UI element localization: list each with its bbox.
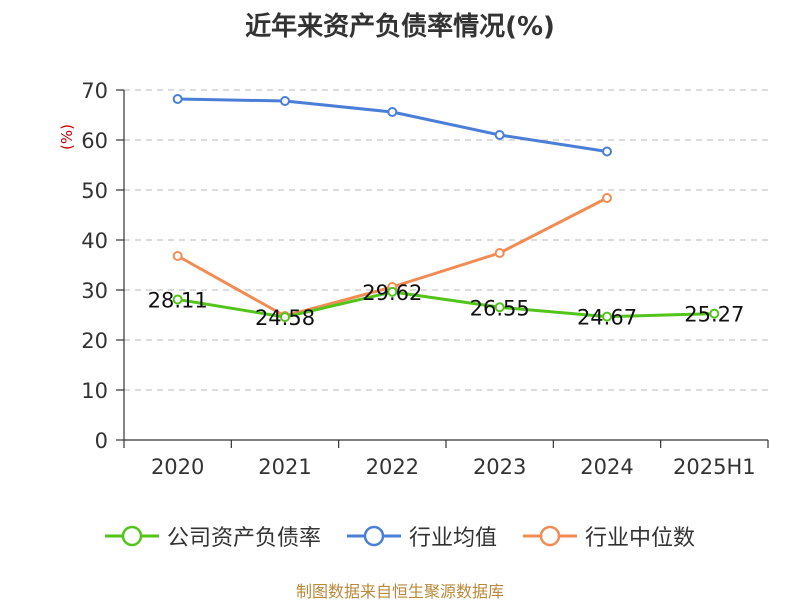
data-label: 25.27 [684, 303, 744, 327]
data-point [602, 146, 612, 157]
data-point [280, 96, 290, 106]
legend-item[interactable]: 行业均值 [346, 520, 497, 552]
grid-lines [124, 89, 768, 391]
data-point [494, 248, 505, 258]
y-tick-label: 20 [81, 329, 108, 353]
data-point [602, 193, 612, 203]
legend-circle [363, 525, 385, 547]
legend-marker-icon [346, 525, 401, 547]
x-tick-label: 2024 [580, 455, 633, 479]
legend-label: 行业中位数 [585, 526, 696, 551]
data-point [387, 107, 398, 117]
data-point [709, 308, 720, 319]
data-label: 28.11 [148, 288, 208, 312]
y-tick-label: 10 [81, 379, 108, 403]
x-tick-label: 2022 [366, 455, 419, 479]
data-point [494, 130, 505, 140]
data-label: 26.55 [470, 296, 530, 320]
y-tick-label: 50 [81, 179, 108, 203]
series-lines [172, 94, 720, 323]
data-labels: 28.11 24.58 29.62 26.55 24.67 25.27 [148, 281, 745, 330]
legend-item[interactable]: 行业中位数 [523, 520, 695, 552]
x-tick-label: 2020 [151, 455, 204, 479]
data-point [387, 286, 398, 297]
legend-marker-icon [104, 525, 159, 547]
data-label: 24.67 [577, 306, 637, 330]
chart-title: 近年来资产负债率情况(%) [245, 12, 555, 42]
series-line [177, 97, 608, 153]
y-tick-label: 0 [95, 429, 108, 453]
x-tick-label: 2021 [258, 455, 311, 479]
axes: 0 10 20 30 40 50 60 70 2020 2021 2022 2023 2024 2025H… [81, 79, 769, 479]
data-label: 24.58 [255, 306, 315, 330]
legend-label: 行业均值 [408, 526, 497, 551]
legend-circle [121, 525, 143, 547]
x-tick-label: 2023 [473, 455, 526, 479]
data-label: 29.62 [362, 281, 422, 305]
data-point [494, 302, 505, 313]
y-tick-label: 60 [81, 129, 108, 153]
data-point [172, 251, 183, 261]
y-tick-label: 40 [81, 229, 108, 253]
source-note: 制图数据来自恒生聚源数据库 [295, 582, 504, 601]
x-tick-label: 2025H1 [673, 455, 756, 479]
series-line [177, 290, 715, 319]
legend-item[interactable]: 公司资产负债率 [104, 520, 321, 552]
data-point [172, 294, 183, 305]
y-tick-label: 30 [81, 279, 108, 303]
legend-marker-icon [523, 525, 577, 547]
legend-circle [539, 525, 561, 547]
legend-label: 公司资产负债率 [166, 526, 321, 551]
legend: 公司资产负债率 行业均值 行业中位数 [0, 520, 800, 552]
data-point [280, 312, 290, 323]
data-point [602, 311, 612, 322]
data-point [172, 94, 183, 104]
y-tick-label: 70 [81, 79, 108, 103]
